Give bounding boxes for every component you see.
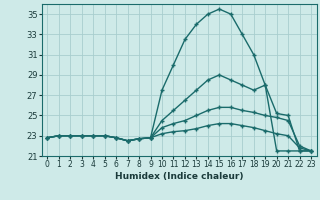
X-axis label: Humidex (Indice chaleur): Humidex (Indice chaleur) (115, 172, 244, 181)
